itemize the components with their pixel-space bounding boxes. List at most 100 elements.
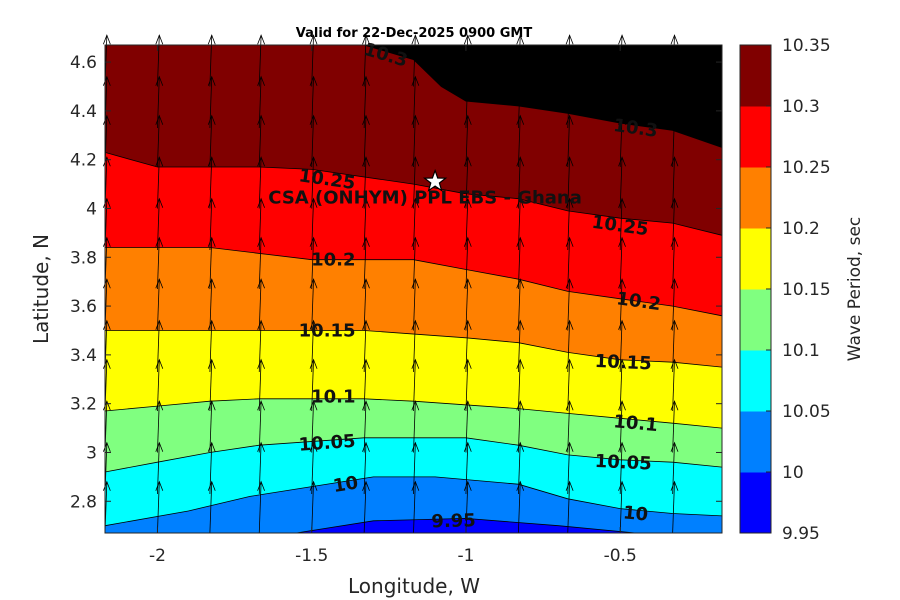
direction-arrow xyxy=(670,34,679,87)
direction-arrow xyxy=(670,114,679,168)
direction-arrow xyxy=(411,236,420,290)
direction-arrow xyxy=(155,441,164,494)
direction-arrow xyxy=(565,358,574,412)
direction-arrow xyxy=(565,278,574,331)
direction-arrow xyxy=(207,34,216,87)
direction-arrow xyxy=(257,358,265,412)
direction-arrow xyxy=(207,400,216,453)
direction-arrow xyxy=(309,34,318,87)
direction-arrow xyxy=(257,156,265,209)
y-tick-label: 4.6 xyxy=(70,53,97,73)
colorbar-tick-label: 10.15 xyxy=(782,280,831,300)
direction-arrow xyxy=(565,319,574,372)
x-tick-label: -2 xyxy=(149,546,166,566)
direction-arrow xyxy=(155,319,164,372)
direction-arrow xyxy=(155,75,164,128)
direction-arrow xyxy=(309,441,318,494)
colorbar-label: Wave Period, sec xyxy=(845,217,865,362)
y-tick-label: 4 xyxy=(86,199,97,219)
direction-arrow xyxy=(362,34,370,87)
contour-lines xyxy=(104,44,723,534)
direction-arrow xyxy=(309,319,318,372)
direction-arrow xyxy=(516,319,525,372)
direction-arrow xyxy=(463,480,472,534)
direction-arrow xyxy=(516,358,525,412)
direction-arrow xyxy=(257,114,265,168)
site-marker-group: CSA (ONHYM) PPL EBS - Ghana xyxy=(268,168,582,209)
direction-arrow xyxy=(618,278,626,331)
direction-arrow xyxy=(670,236,679,290)
colorbar-tick-label: 10.05 xyxy=(782,402,831,422)
direction-arrow xyxy=(155,236,164,290)
direction-arrow xyxy=(618,34,626,87)
y-tick-label: 3.6 xyxy=(70,297,97,317)
direction-arrow xyxy=(362,197,370,250)
direction-arrow xyxy=(309,75,318,128)
direction-arrow xyxy=(565,197,574,250)
colorbar-swatch xyxy=(740,106,771,168)
direction-arrow xyxy=(670,197,679,250)
direction-arrow xyxy=(411,156,420,209)
direction-arrow xyxy=(618,75,626,128)
direction-arrow xyxy=(516,278,525,331)
direction-arrow xyxy=(565,34,574,87)
direction-arrow xyxy=(309,278,318,331)
colorbar-tick-label: 9.95 xyxy=(782,524,820,544)
colorbar-tick-label: 10.2 xyxy=(782,219,820,239)
direction-arrow xyxy=(463,75,472,128)
direction-arrow xyxy=(309,197,318,250)
direction-arrow xyxy=(207,197,216,250)
colorbar-swatch xyxy=(740,45,771,107)
direction-arrow xyxy=(463,114,472,168)
contour-label: 9.95 xyxy=(431,510,476,532)
direction-arrow xyxy=(411,114,420,168)
contour-line-10.25 xyxy=(104,152,723,236)
direction-arrow xyxy=(155,400,164,453)
colorbar-swatch xyxy=(740,350,771,412)
direction-arrow xyxy=(618,358,626,412)
direction-arrow xyxy=(155,197,164,250)
direction-arrow xyxy=(670,278,679,331)
direction-arrow xyxy=(207,358,216,412)
direction-arrow xyxy=(463,197,472,250)
direction-arrow xyxy=(618,114,626,168)
site-star-icon xyxy=(422,168,448,192)
site-label: CSA (ONHYM) PPL EBS - Ghana xyxy=(268,188,582,209)
direction-arrow xyxy=(257,236,265,290)
direction-arrow xyxy=(207,278,216,331)
direction-arrow xyxy=(155,480,164,534)
direction-arrow xyxy=(618,441,626,494)
direction-arrow xyxy=(618,236,626,290)
direction-arrow xyxy=(463,34,472,87)
direction-arrow xyxy=(516,114,525,168)
x-axis-label: Longitude, W xyxy=(348,574,480,598)
contour-line-10.3 xyxy=(363,44,723,148)
direction-arrow xyxy=(463,319,472,372)
x-tick-label: -1.5 xyxy=(295,546,328,566)
direction-arrow xyxy=(411,197,420,250)
direction-arrow xyxy=(565,441,574,494)
x-axis-ticks: -2 -1.5 -1 -0.5 xyxy=(149,45,637,566)
y-axis-label: Latitude, N xyxy=(29,234,53,344)
direction-arrow xyxy=(670,156,679,209)
direction-arrow xyxy=(516,197,525,250)
direction-arrow xyxy=(565,75,574,128)
direction-arrow xyxy=(155,358,164,412)
y-tick-label: 3.2 xyxy=(70,395,97,415)
direction-arrow xyxy=(516,156,525,209)
direction-arrow xyxy=(463,441,472,494)
y-axis-ticks: 2.8 3 3.2 3.4 3.6 3.8 4 4.2 4.4 4.6 xyxy=(70,53,722,512)
direction-arrow xyxy=(362,358,370,412)
direction-arrow xyxy=(618,480,626,534)
contour-labels: 10.310.310.2510.2510.210.210.1510.1510.1… xyxy=(297,39,662,533)
direction-arrow xyxy=(257,197,265,250)
direction-arrow xyxy=(207,75,216,128)
direction-arrow xyxy=(565,400,574,453)
direction-arrow xyxy=(463,400,472,453)
direction-arrow xyxy=(463,156,472,209)
direction-arrow xyxy=(670,400,679,453)
colorbar-swatch xyxy=(740,228,771,290)
direction-arrow xyxy=(411,480,420,534)
direction-arrow xyxy=(670,441,679,494)
